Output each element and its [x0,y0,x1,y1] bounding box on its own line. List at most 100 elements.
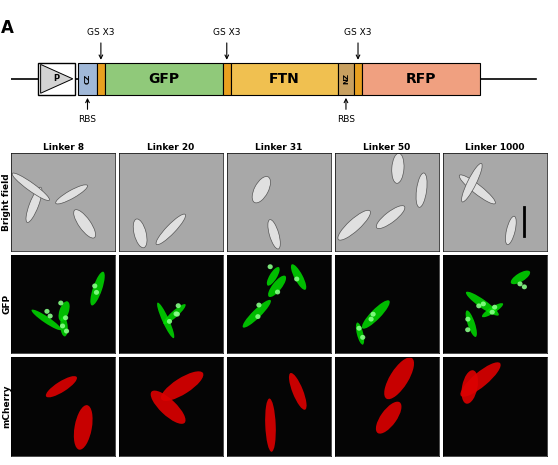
Ellipse shape [465,311,477,337]
Circle shape [60,324,65,328]
Circle shape [63,315,68,320]
Circle shape [489,310,495,315]
Circle shape [517,281,523,286]
Text: RBS: RBS [337,99,355,124]
Ellipse shape [460,362,501,397]
Circle shape [360,335,365,340]
Text: GS X3: GS X3 [87,28,114,59]
Ellipse shape [416,173,427,207]
Ellipse shape [59,301,70,321]
Ellipse shape [466,292,499,316]
Ellipse shape [74,210,95,238]
Circle shape [368,317,374,322]
Polygon shape [41,65,73,93]
Circle shape [47,313,52,319]
Circle shape [357,326,362,331]
FancyBboxPatch shape [78,63,97,95]
Circle shape [465,327,470,332]
Circle shape [275,290,280,294]
Circle shape [256,314,261,319]
Circle shape [92,284,97,288]
Text: CZ: CZ [84,73,90,84]
Ellipse shape [392,153,404,183]
Text: A: A [1,20,13,37]
Ellipse shape [252,177,271,203]
Ellipse shape [157,303,174,338]
Circle shape [476,304,482,308]
FancyBboxPatch shape [362,63,480,95]
Ellipse shape [46,376,77,398]
Ellipse shape [338,210,371,240]
Ellipse shape [459,175,496,204]
FancyBboxPatch shape [223,63,231,95]
Text: GS X3: GS X3 [344,28,372,59]
Circle shape [294,277,299,281]
Circle shape [268,264,273,269]
Ellipse shape [461,370,478,404]
Ellipse shape [506,216,516,245]
Ellipse shape [163,304,186,324]
Title: Linker 20: Linker 20 [147,143,195,152]
Y-axis label: Bright field: Bright field [2,173,12,231]
Circle shape [256,303,262,307]
Ellipse shape [384,358,414,399]
Circle shape [45,309,50,314]
Ellipse shape [12,173,50,200]
Circle shape [176,303,181,308]
FancyBboxPatch shape [338,63,354,95]
Ellipse shape [291,264,306,290]
Text: RBS: RBS [79,99,97,124]
Circle shape [94,290,99,295]
Title: Linker 50: Linker 50 [363,143,411,152]
Ellipse shape [156,214,186,245]
Ellipse shape [31,310,61,330]
Ellipse shape [243,300,271,328]
Title: Linker 31: Linker 31 [256,143,302,152]
FancyBboxPatch shape [231,63,338,95]
Ellipse shape [482,303,503,317]
Ellipse shape [376,402,401,434]
Circle shape [64,329,69,333]
Circle shape [174,312,179,316]
Text: B: B [12,186,25,203]
Ellipse shape [133,219,147,248]
Ellipse shape [268,219,280,249]
Circle shape [480,301,486,306]
Y-axis label: mCherry: mCherry [2,385,12,428]
Circle shape [465,317,470,322]
Text: FTN: FTN [269,72,300,86]
Ellipse shape [60,317,68,336]
Ellipse shape [356,323,364,345]
Text: GS X3: GS X3 [213,28,240,59]
Text: P: P [54,74,60,83]
Ellipse shape [161,372,203,401]
Circle shape [371,312,376,317]
Title: Linker 8: Linker 8 [42,143,84,152]
FancyBboxPatch shape [105,63,223,95]
Text: GFP: GFP [148,72,179,86]
Ellipse shape [289,373,306,410]
Circle shape [58,300,64,306]
Circle shape [492,305,497,310]
Circle shape [167,319,172,324]
Ellipse shape [461,163,482,202]
Ellipse shape [151,391,186,424]
FancyBboxPatch shape [38,63,75,95]
Ellipse shape [376,206,405,229]
Ellipse shape [74,405,93,450]
Ellipse shape [56,185,88,204]
Ellipse shape [265,399,276,452]
Circle shape [522,285,527,289]
Text: NZ: NZ [343,73,349,84]
Ellipse shape [90,272,105,306]
Ellipse shape [511,271,530,284]
FancyBboxPatch shape [97,63,105,95]
Title: Linker 1000: Linker 1000 [465,143,525,152]
Circle shape [175,312,180,317]
FancyBboxPatch shape [354,63,362,95]
Ellipse shape [267,267,280,286]
Ellipse shape [362,300,389,329]
Y-axis label: GFP: GFP [2,294,12,314]
Ellipse shape [268,276,286,297]
Text: RFP: RFP [406,72,436,86]
